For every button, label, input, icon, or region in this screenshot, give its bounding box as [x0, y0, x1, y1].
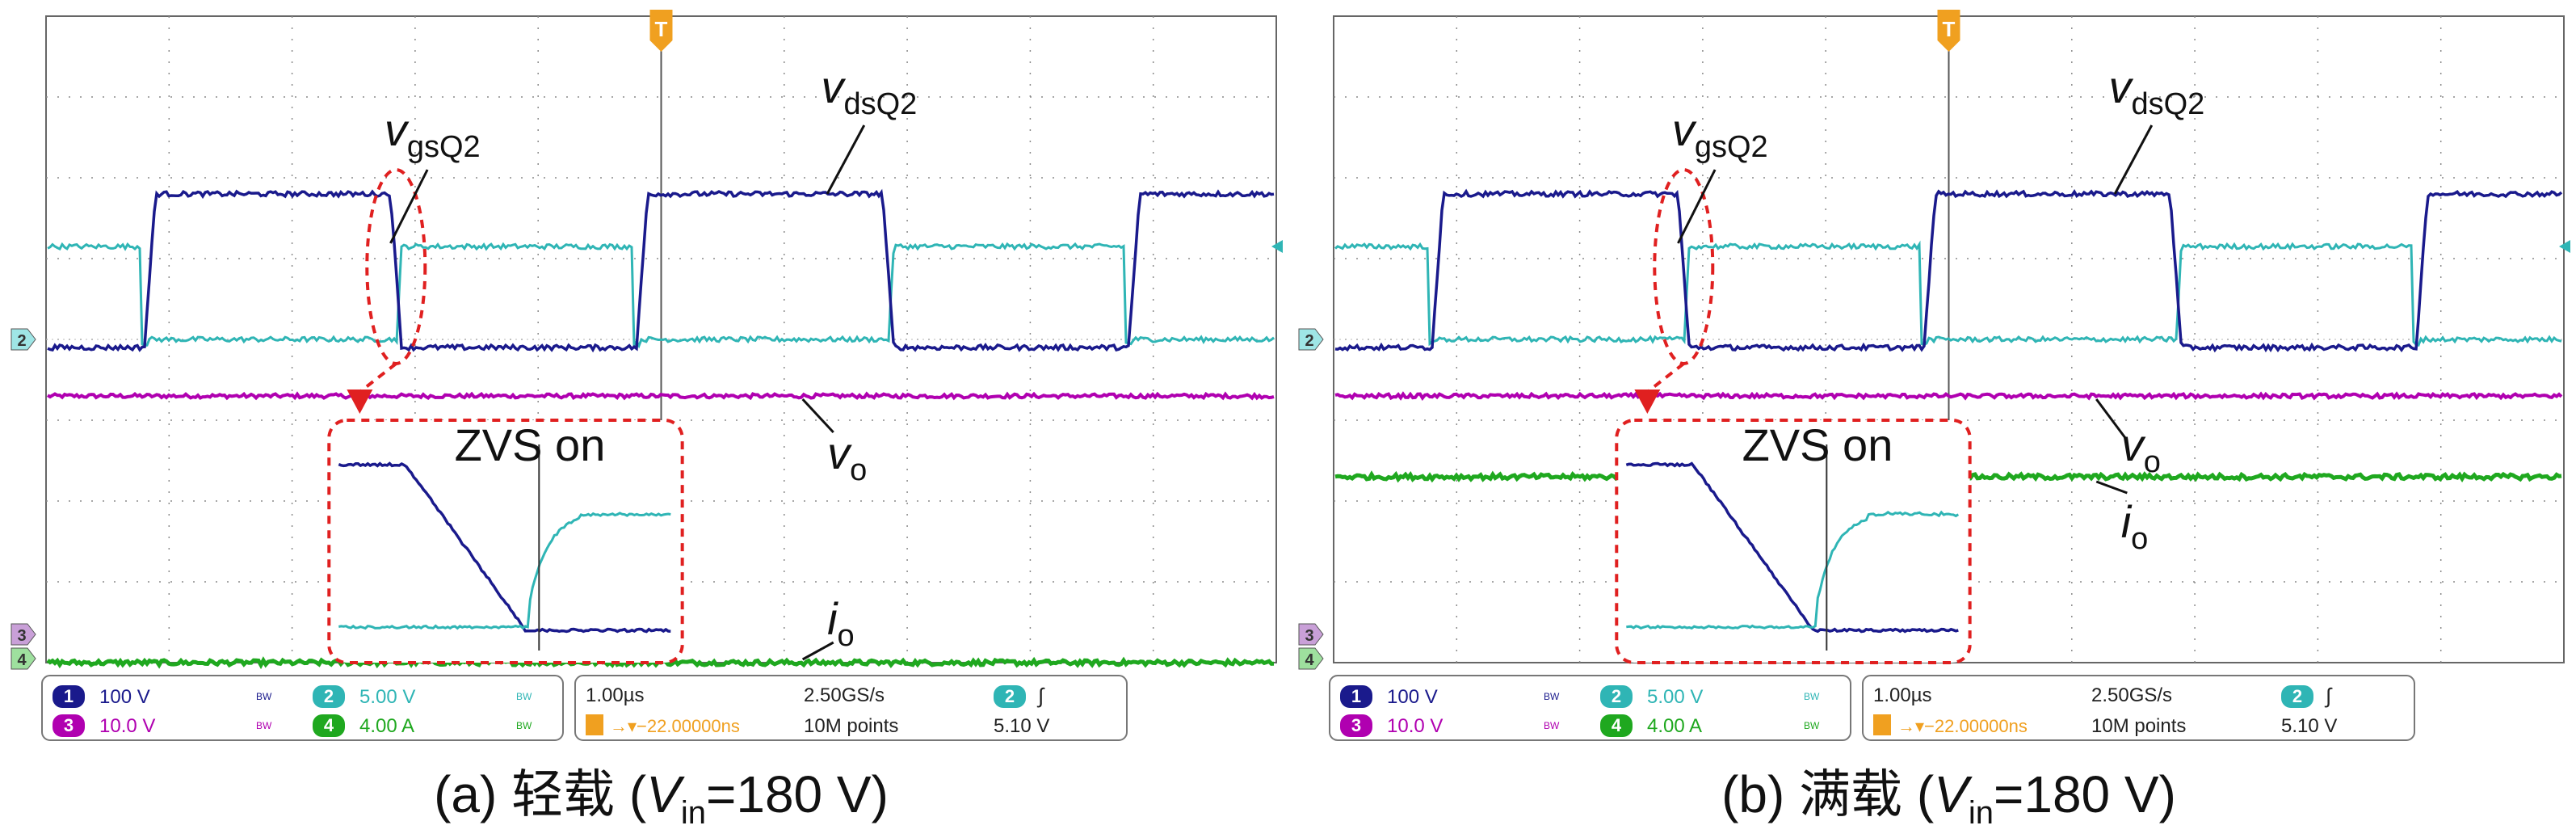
oscilloscope-screen-b: 2 3 4 T ZVS on vgsQ2 vdsQ2 vo io 1 100 V BW 2 5.00 V B…	[1288, 0, 2576, 838]
ch2-offset-marker: 2	[11, 329, 36, 350]
timebase-value: 1.00µs	[586, 684, 645, 706]
ch4-setting-bw: BW	[1804, 720, 1820, 731]
oscilloscope-screen-a: 2 3 4 T ZVS on vgsQ2 vdsQ2 vo io 1 100 V BW 2 5.00 V B…	[0, 0, 1288, 838]
ch2-offset-marker-label: 2	[1305, 332, 1313, 350]
zvs-label: ZVS on	[1742, 419, 1893, 470]
ch4-offset-marker: 4	[1299, 648, 1323, 669]
trigger-delay-icon	[1873, 714, 1891, 735]
ch3-setting-number: 3	[64, 715, 74, 735]
record-length-value: 10M points	[804, 715, 898, 737]
ch3-setting-scale: 10.0 V	[1387, 715, 1443, 737]
trigger-source-number: 2	[1005, 686, 1015, 706]
ch3-setting-scale: 10.0 V	[99, 715, 155, 737]
sample-rate-value: 2.50GS/s	[804, 684, 885, 706]
trigger-marker-label: T	[1943, 17, 1956, 41]
status-bar: 1 100 V BW 2 5.00 V BW 3 10.0 V BW 4 4.00 A BW 1.00µ…	[42, 676, 1127, 740]
panel-caption: (b) 满载 (Vin=180 V)	[1721, 765, 2176, 831]
record-length-value: 10M points	[2091, 715, 2186, 737]
panel-caption: (a) 轻载 (Vin=180 V)	[434, 765, 889, 831]
ch4-setting-number: 4	[324, 715, 334, 735]
ch1-setting-bw: BW	[256, 691, 272, 702]
ch4-offset-marker-label: 4	[17, 651, 27, 669]
ch2-setting-number: 2	[324, 686, 334, 706]
ch2-offset-marker-label: 2	[17, 332, 26, 350]
trigger-level-value: 5.10 V	[2281, 715, 2337, 737]
ch4-offset-marker: 4	[11, 648, 36, 669]
ch1-setting-scale: 100 V	[99, 686, 150, 708]
ch4-offset-marker-label: 4	[1305, 651, 1314, 669]
ch1-setting-bw: BW	[1544, 691, 1560, 702]
ch3-setting-bw: BW	[1544, 720, 1560, 731]
ch3-offset-marker-label: 3	[1305, 627, 1313, 645]
trace-vo	[1335, 394, 2561, 398]
ch4-setting-scale: 4.00 A	[359, 715, 414, 737]
sample-rate-value: 2.50GS/s	[2091, 684, 2172, 706]
ch1-setting-number: 1	[1351, 686, 1361, 706]
ch4-setting-bw: BW	[516, 720, 532, 731]
trigger-level-value: 5.10 V	[994, 715, 1049, 737]
ch4-setting-number: 4	[1612, 715, 1622, 735]
ch3-setting-bw: BW	[256, 720, 272, 731]
trigger-delay-value: →▾−22.00000ns	[610, 716, 740, 736]
ch1-setting-number: 1	[64, 686, 74, 706]
ch3-offset-marker: 3	[11, 624, 36, 645]
zvs-zoom-inset: ZVS on	[329, 419, 682, 663]
ch2-setting-bw: BW	[1804, 691, 1820, 702]
zvs-label: ZVS on	[455, 419, 606, 470]
panel-a: 2 3 4 T ZVS on vgsQ2 vdsQ2 vo io 1 100 V BW 2 5.00 V B…	[0, 0, 1288, 838]
ch3-setting-number: 3	[1351, 715, 1361, 735]
trigger-source-setting: 2 ∫	[994, 684, 1045, 708]
ch1-setting-scale: 100 V	[1387, 686, 1438, 708]
ch2-offset-marker: 2	[1299, 329, 1323, 350]
ch2-setting-bw: BW	[516, 691, 532, 702]
trigger-source-setting: 2 ∫	[2281, 684, 2333, 708]
trigger-delay-icon	[586, 714, 603, 735]
trigger-delay-value: →▾−22.00000ns	[1897, 716, 2028, 736]
zvs-zoom-inset: ZVS on	[1616, 419, 1969, 663]
trigger-source-number: 2	[2292, 686, 2302, 706]
ch3-offset-marker-label: 3	[17, 627, 26, 645]
trigger-marker-label: T	[655, 17, 668, 41]
ch2-setting-scale: 5.00 V	[359, 686, 415, 708]
ch2-setting-number: 2	[1612, 686, 1621, 706]
ch2-setting-scale: 5.00 V	[1647, 686, 1703, 708]
status-bar: 1 100 V BW 2 5.00 V BW 3 10.0 V BW 4 4.00 A BW 1.00µ…	[1330, 676, 2414, 740]
ch4-setting-scale: 4.00 A	[1647, 715, 1702, 737]
timebase-value: 1.00µs	[1873, 684, 1932, 706]
ch3-offset-marker: 3	[1299, 624, 1323, 645]
panel-b: 2 3 4 T ZVS on vgsQ2 vdsQ2 vo io 1 100 V BW 2 5.00 V B…	[1288, 0, 2576, 838]
